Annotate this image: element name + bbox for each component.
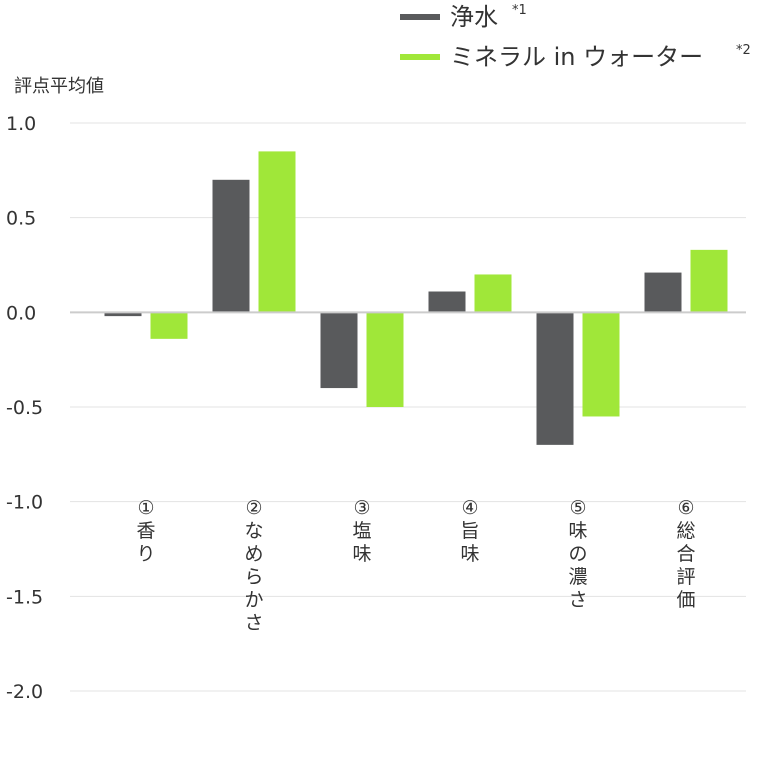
bar-mineral-2 — [258, 151, 296, 313]
legend-label-mineral: ミネラル in ウォーター — [450, 43, 703, 71]
bar-mineral-1 — [150, 312, 188, 339]
legend-label-josui: 浄水 — [450, 3, 498, 31]
y-tick-label: 0.0 — [6, 302, 36, 324]
y-tick-label: -2.0 — [6, 681, 43, 703]
bar-josui-3 — [320, 312, 358, 389]
bar-josui-1 — [104, 312, 142, 317]
category-labels: ① 香り ② なめらかさ ③ 塩味 ④ 旨味 ⑤ 味の濃さ ⑥ 総合評価 — [136, 497, 695, 634]
legend: 浄水 *1 ミネラル in ウォーター *2 — [400, 3, 751, 71]
bar-mineral-3 — [366, 312, 404, 407]
y-tick-label: 1.0 — [6, 113, 36, 135]
bar-mineral-5 — [582, 312, 620, 417]
bar-mineral-4 — [474, 274, 512, 313]
grid — [70, 122, 746, 692]
category-label-6: ⑥ 総合評価 — [676, 497, 695, 611]
bar-josui-4 — [428, 291, 466, 313]
bar-josui-5 — [536, 312, 574, 445]
legend-note-mineral: *2 — [736, 43, 751, 58]
category-label-2: ② なめらかさ — [244, 497, 263, 634]
category-label-1: ① 香り — [136, 497, 155, 565]
y-tick-label: 0.5 — [6, 208, 36, 230]
y-tick-labels: 1.0 0.5 0.0 -0.5 -1.0 -1.5 -2.0 — [6, 113, 43, 703]
bar-josui-2 — [212, 179, 250, 313]
y-tick-label: -1.0 — [6, 492, 43, 514]
category-label-4: ④ 旨味 — [460, 497, 479, 565]
category-label-5: ⑤ 味の濃さ — [568, 497, 587, 611]
bar-mineral-6 — [690, 249, 728, 313]
legend-note-josui: *1 — [512, 3, 527, 18]
bar-josui-6 — [644, 272, 682, 313]
y-axis-label: 評点平均値 — [14, 76, 104, 97]
y-tick-label: -0.5 — [6, 397, 43, 419]
y-tick-label: -1.5 — [6, 586, 43, 608]
category-label-3: ③ 塩味 — [352, 497, 371, 565]
bars — [104, 151, 728, 445]
